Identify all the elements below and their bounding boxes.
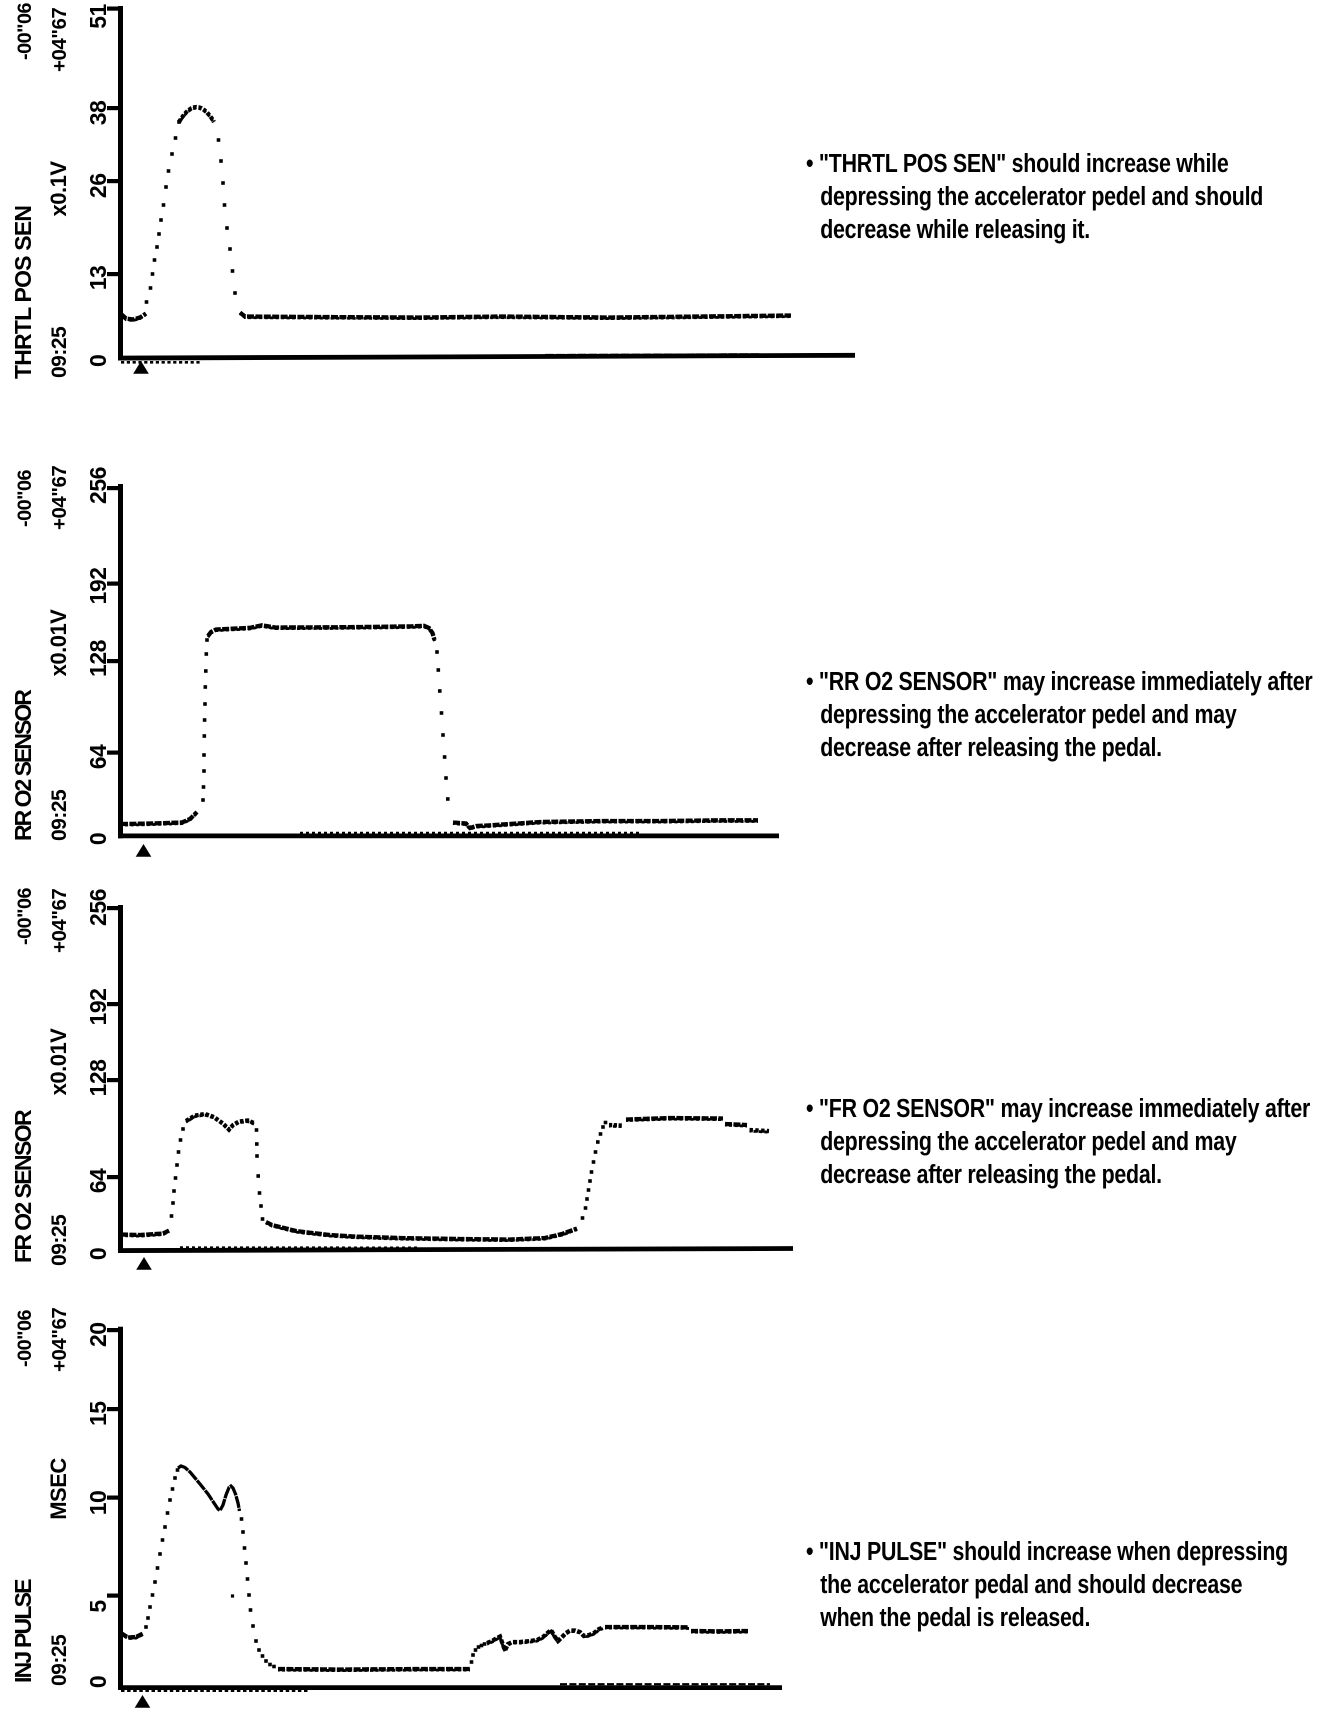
svg-text:26: 26 [85, 174, 111, 199]
svg-text:-00"06: -00"06 [14, 888, 36, 945]
svg-text:FR O2 SENSOR: FR O2 SENSOR [10, 1109, 36, 1263]
svg-text:-00"06: -00"06 [14, 470, 36, 527]
svg-text:38: 38 [85, 100, 111, 125]
svg-text:192: 192 [85, 568, 111, 605]
svg-text:0: 0 [85, 833, 111, 845]
svg-text:10: 10 [85, 1491, 111, 1516]
svg-text:128: 128 [85, 1059, 111, 1097]
svg-text:09:25: 09:25 [48, 326, 71, 378]
svg-text:0: 0 [85, 1676, 111, 1688]
svg-text:-00"06: -00"06 [14, 3, 36, 60]
svg-text:09:25: 09:25 [48, 1214, 71, 1266]
svg-text:192: 192 [85, 989, 111, 1026]
svg-text:15: 15 [85, 1401, 111, 1426]
svg-text:256: 256 [85, 889, 111, 926]
svg-text:5: 5 [85, 1600, 111, 1613]
svg-text:64: 64 [85, 744, 111, 769]
svg-text:09:25: 09:25 [48, 789, 71, 841]
svg-text:MSEC: MSEC [46, 1458, 71, 1520]
svg-text:+04"67: +04"67 [48, 466, 71, 530]
svg-text:09:25: 09:25 [48, 1634, 71, 1686]
svg-text:RR O2 SENSOR: RR O2 SENSOR [10, 689, 36, 841]
svg-text:13: 13 [85, 266, 111, 291]
svg-text:x0.1V: x0.1V [46, 161, 71, 217]
svg-text:+04"67: +04"67 [48, 1308, 71, 1372]
svg-text:51: 51 [85, 4, 111, 29]
svg-text:+04"67: +04"67 [48, 8, 71, 72]
svg-text:THRTL POS SEN: THRTL POS SEN [10, 206, 36, 379]
svg-text:20: 20 [85, 1322, 111, 1347]
svg-text:INJ PULSE: INJ PULSE [10, 1579, 36, 1683]
svg-text:x0.01V: x0.01V [46, 609, 71, 677]
svg-text:-00"06: -00"06 [14, 1310, 36, 1367]
svg-text:64: 64 [85, 1168, 111, 1193]
svg-text:256: 256 [85, 467, 111, 504]
svg-text:x0.01V: x0.01V [46, 1028, 71, 1096]
svg-text:0: 0 [85, 355, 111, 367]
svg-text:+04"67: +04"67 [48, 889, 71, 953]
svg-text:0: 0 [85, 1248, 111, 1260]
svg-text:128: 128 [85, 639, 111, 677]
